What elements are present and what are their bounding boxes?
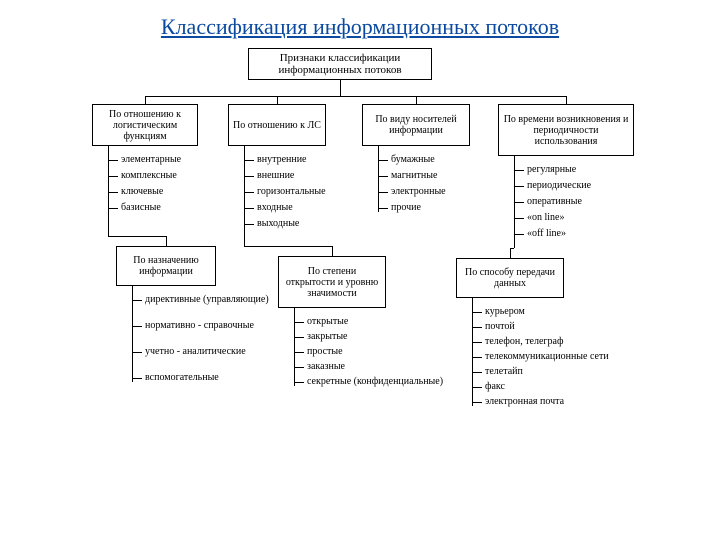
c5-item-3: вспомогательные	[145, 372, 315, 384]
connector	[294, 308, 295, 386]
connector	[514, 218, 524, 219]
connector	[472, 402, 482, 403]
connector	[294, 382, 304, 383]
c6-item-0: открытые	[307, 316, 477, 328]
c4-item-3: «on line»	[527, 212, 677, 224]
category-c4: По времени возникновения и периодичности…	[498, 104, 634, 156]
c7-item-0: курьером	[485, 306, 655, 318]
connector	[378, 208, 388, 209]
c3-item-2: электронные	[391, 186, 541, 198]
category-c3: По виду носителей информации	[362, 104, 470, 146]
connector	[294, 352, 304, 353]
connector	[244, 246, 332, 247]
connector	[244, 160, 254, 161]
connector	[108, 176, 118, 177]
title-text: Классификация информационных потоков	[161, 14, 559, 39]
connector	[514, 234, 524, 235]
connector	[132, 326, 142, 327]
c6-item-4: секретные (конфиденциальные)	[307, 376, 477, 388]
connector	[472, 387, 482, 388]
c7-item-2: телефон, телеграф	[485, 336, 655, 348]
category-c1: По отношению к логистическим функциям	[92, 104, 198, 146]
c3-item-3: прочие	[391, 202, 541, 214]
diagram-canvas: Признаки классификации информационных по…	[0, 46, 720, 526]
connector	[514, 170, 524, 171]
c7-item-3: телекоммуникационные сети	[485, 351, 655, 363]
connector	[277, 96, 278, 104]
c6-item-1: закрытые	[307, 331, 477, 343]
c3-item-0: бумажные	[391, 154, 541, 166]
page-title: Классификация информационных потоков	[0, 0, 720, 46]
c5-item-0: директивные (управляющие)	[145, 294, 315, 306]
c2-item-4: выходные	[257, 218, 407, 230]
connector	[244, 208, 254, 209]
connector	[108, 212, 109, 236]
c7-item-5: факс	[485, 381, 655, 393]
connector	[514, 238, 515, 248]
connector	[132, 300, 142, 301]
connector	[472, 372, 482, 373]
connector	[378, 192, 388, 193]
c4-item-2: оперативные	[527, 196, 677, 208]
c7-item-4: телетайп	[485, 366, 655, 378]
connector	[472, 357, 482, 358]
connector	[472, 342, 482, 343]
connector	[514, 186, 524, 187]
connector	[510, 248, 511, 258]
category-c5: По назначению информации	[116, 246, 216, 286]
c4-item-4: «off line»	[527, 228, 677, 240]
connector	[132, 378, 142, 379]
connector	[472, 312, 482, 313]
c4-item-1: периодические	[527, 180, 677, 192]
connector	[472, 298, 473, 406]
connector	[145, 96, 146, 104]
connector	[378, 146, 379, 212]
connector	[340, 80, 341, 96]
connector	[514, 202, 524, 203]
connector	[332, 246, 333, 256]
connector	[108, 208, 118, 209]
category-c7: По способу передачи данных	[456, 258, 564, 298]
connector	[294, 367, 304, 368]
connector	[514, 156, 515, 238]
connector	[378, 160, 388, 161]
connector	[108, 236, 166, 237]
connector	[166, 236, 167, 246]
c3-item-1: магнитные	[391, 170, 541, 182]
connector	[108, 160, 118, 161]
connector	[294, 337, 304, 338]
connector	[472, 327, 482, 328]
root-box: Признаки классификации информационных по…	[248, 48, 432, 80]
connector	[416, 96, 417, 104]
connector	[108, 146, 109, 212]
connector	[378, 176, 388, 177]
connector	[132, 352, 142, 353]
c5-item-1: нормативно - справочные	[145, 320, 315, 332]
connector	[244, 176, 254, 177]
connector	[566, 96, 567, 104]
c5-item-2: учетно - аналитические	[145, 346, 315, 358]
connector	[244, 146, 245, 228]
connector	[108, 192, 118, 193]
c4-item-0: регулярные	[527, 164, 677, 176]
c6-item-2: простые	[307, 346, 477, 358]
connector	[244, 224, 254, 225]
c7-item-1: почтой	[485, 321, 655, 333]
connector	[244, 192, 254, 193]
c6-item-3: заказные	[307, 361, 477, 373]
connector	[145, 96, 566, 97]
connector	[244, 228, 245, 246]
connector	[294, 322, 304, 323]
category-c2: По отношению к ЛС	[228, 104, 326, 146]
c7-item-6: электронная почта	[485, 396, 655, 408]
